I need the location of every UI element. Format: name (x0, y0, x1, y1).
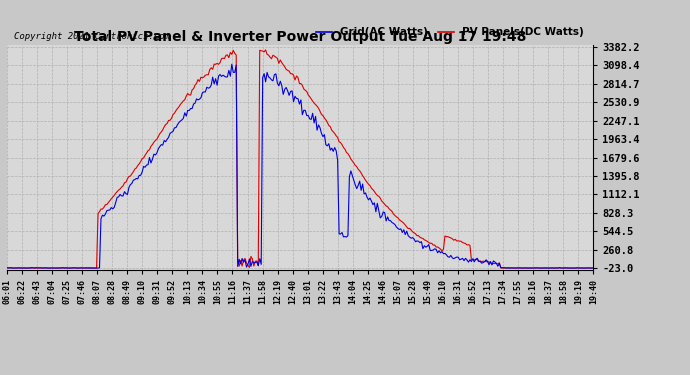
Text: Copyright 2021 Cartronics.com: Copyright 2021 Cartronics.com (14, 32, 170, 41)
Legend: Grid(AC Watts), PV Panels(DC Watts): Grid(AC Watts), PV Panels(DC Watts) (312, 23, 588, 42)
Title: Total PV Panel & Inverter Power Output Tue Aug 17 19:48: Total PV Panel & Inverter Power Output T… (74, 30, 526, 44)
